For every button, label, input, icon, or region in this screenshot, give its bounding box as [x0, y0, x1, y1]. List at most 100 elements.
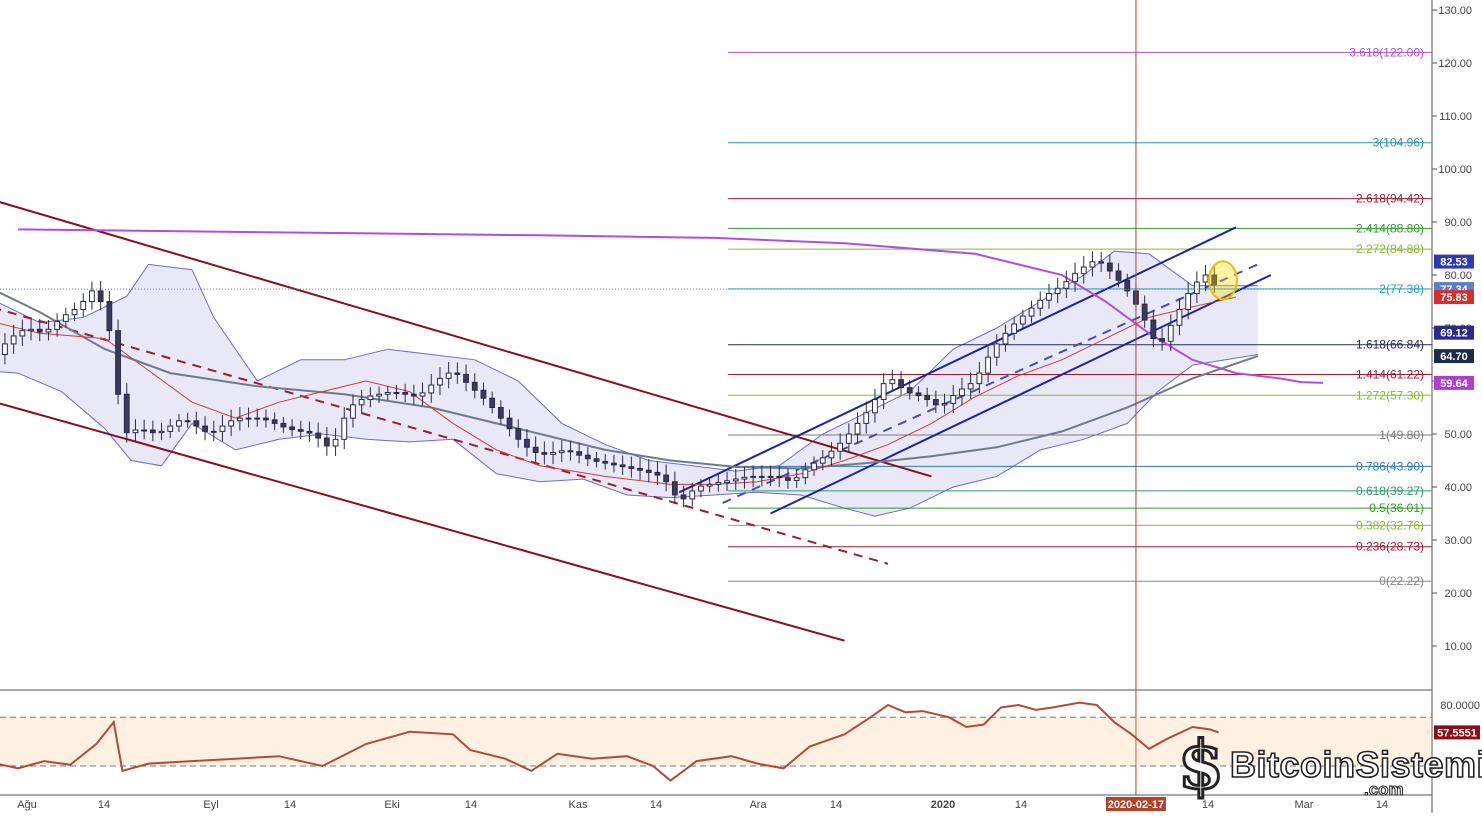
bollinger-lower-line: [0, 354, 1258, 517]
candle-body: [793, 477, 800, 481]
price-badge: [1434, 254, 1474, 269]
fib-level-label: 3.618(122.00): [1349, 45, 1424, 59]
candle-body: [593, 458, 600, 462]
candle-body: [741, 476, 748, 480]
time-tick-label: Eki: [384, 799, 399, 811]
candle-body: [497, 407, 504, 419]
watermark-domain: .com: [1364, 780, 1405, 800]
candle-body: [976, 372, 983, 385]
candle-body: [819, 457, 826, 464]
candle-body: [1124, 279, 1131, 292]
candle-body: [419, 392, 426, 397]
time-tick-label: Ağu: [17, 799, 37, 811]
time-tick-label: 14: [650, 799, 662, 811]
candle-body: [776, 475, 783, 479]
candle-body: [724, 480, 730, 484]
candle-body: [254, 417, 261, 420]
price-tick-label: 80.00: [1444, 270, 1472, 282]
candle-body: [410, 393, 417, 397]
time-tick-label: Eyl: [203, 799, 218, 811]
candle-body: [715, 482, 722, 485]
candle-body: [402, 391, 409, 395]
bitcoinsistemi-watermark: $ BitcoinSistemi .com: [1177, 729, 1482, 802]
candle-body: [993, 343, 1000, 358]
candle-body: [550, 452, 556, 455]
candle-body: [837, 442, 844, 452]
candle-body: [1072, 273, 1078, 283]
candle-body: [471, 381, 478, 391]
candle-body: [106, 301, 113, 332]
candle-body: [706, 483, 713, 487]
candle-body: [1080, 266, 1087, 275]
candle-body: [306, 430, 313, 434]
candle-body: [376, 393, 382, 397]
candle-body: [45, 328, 52, 333]
candle-body: [54, 320, 61, 330]
candle-body: [210, 430, 217, 433]
price-badge-label: 69.12: [1440, 328, 1468, 340]
candle-body: [323, 437, 330, 447]
candle-body: [872, 399, 878, 414]
candle-body: [584, 454, 591, 460]
candle-body: [654, 471, 661, 476]
candle-body: [384, 391, 391, 395]
candle-body: [10, 335, 17, 345]
fib-level-label: 2.618(94.42): [1356, 192, 1424, 206]
fib-level-label: 0.5(36.01): [1369, 501, 1424, 515]
candle-body: [802, 469, 809, 479]
price-tick-label: 30.00: [1444, 535, 1472, 547]
trend-line-rise-bottom: [770, 274, 1272, 515]
candle-body: [71, 308, 78, 316]
candle-body: [950, 395, 957, 405]
candle-body: [1159, 338, 1165, 342]
candle-body: [889, 379, 896, 385]
fib-level-label: 2.414(88.80): [1356, 221, 1424, 235]
rsi-value-label: 57.5551: [1437, 727, 1477, 739]
candle-body: [906, 387, 913, 394]
fib-level-label: 0.618(39.27): [1356, 484, 1424, 498]
candle-body: [785, 477, 791, 481]
candle-body: [698, 485, 704, 492]
candle-body: [1141, 303, 1148, 321]
time-tick-label: 14: [1202, 799, 1214, 811]
candle-body: [1098, 261, 1105, 264]
candle-body: [680, 494, 687, 500]
candle-body: [985, 356, 991, 374]
candle-body: [611, 462, 617, 466]
watermark-text: BitcoinSistemi: [1229, 743, 1482, 786]
candle-body: [367, 395, 374, 401]
price-tick-label: 40.00: [1444, 482, 1472, 494]
candle-body: [89, 290, 95, 302]
candle-body: [854, 422, 861, 435]
candle-body: [576, 451, 583, 456]
time-tick-label: Ara: [749, 799, 767, 811]
fib-level-label: 0(22.22): [1379, 574, 1424, 588]
fib-level-label: 1.618(66.84): [1356, 338, 1424, 352]
candle-body: [1028, 307, 1035, 317]
candle-body: [758, 475, 765, 478]
price-badge: [1434, 349, 1474, 364]
candle-body: [532, 446, 539, 454]
candle-body: [506, 417, 513, 430]
candle-body: [263, 417, 269, 421]
candle-body: [524, 438, 530, 448]
ma200-line: [17, 228, 1324, 384]
candle-body: [732, 478, 739, 482]
fib-level-label: 0.382(32.76): [1356, 518, 1424, 532]
candle-body: [2, 343, 8, 355]
candle-body: [645, 469, 652, 473]
price-tick-label: 100.00: [1438, 164, 1472, 176]
bollinger-band-fill: [0, 251, 1258, 517]
candle-body: [97, 290, 104, 302]
candle-body: [193, 420, 200, 427]
candle-body: [628, 466, 635, 469]
price-badge: [1434, 375, 1474, 390]
candle-body: [184, 420, 191, 423]
candle-body: [1019, 315, 1026, 325]
time-tick-label: 2020: [931, 799, 955, 811]
highlight-circle: [1207, 260, 1238, 301]
rsi-tick-label: 80.0000: [1440, 700, 1480, 712]
candle-body: [167, 425, 174, 432]
